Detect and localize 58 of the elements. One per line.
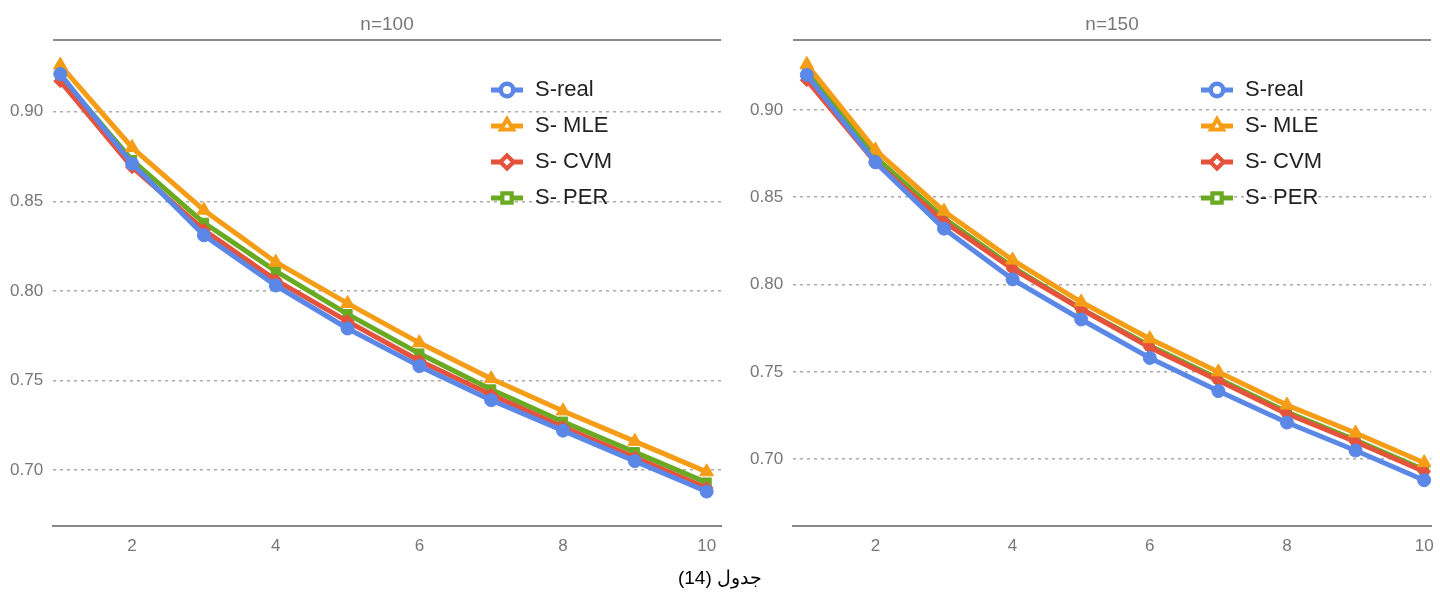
x-tick-label: 2	[127, 536, 137, 556]
x-tick-label: 10	[1414, 536, 1434, 556]
point	[1210, 363, 1226, 377]
chart-title: n=150	[1085, 12, 1139, 34]
x-tick-label: 6	[1145, 536, 1155, 556]
x-tick-label: 8	[1282, 536, 1292, 556]
x-tick-label: 6	[414, 536, 425, 556]
x-tick-label: 8	[558, 536, 568, 556]
point	[1074, 312, 1089, 327]
x-tick-label: 10	[697, 536, 717, 556]
point	[799, 55, 815, 69]
y-tick-label: 0.70	[9, 459, 44, 479]
text: جدول (14)	[676, 566, 764, 589]
y-tick-label: 0.85	[749, 186, 784, 206]
x-tick-label: 2	[870, 536, 881, 556]
point	[936, 202, 952, 216]
chart-title: n=100	[360, 12, 414, 34]
legend-label: S- CVM	[535, 148, 612, 174]
point	[1348, 443, 1363, 458]
y-tick-label: 0.90	[749, 99, 784, 119]
x-tick-label: 4	[270, 536, 281, 556]
point	[1005, 272, 1020, 287]
legend-label: S- PER	[535, 184, 609, 210]
y-tick-label: 0.85	[9, 190, 44, 210]
legend-label: S-real	[1245, 76, 1304, 102]
y-tick-label: 0.90	[9, 101, 44, 121]
point	[484, 393, 499, 408]
point	[1416, 454, 1431, 468]
y-tick-label: 0.80	[9, 280, 44, 300]
legend-label: S- CVM	[1245, 148, 1322, 174]
point	[412, 359, 427, 374]
point	[699, 463, 715, 477]
point	[1142, 350, 1157, 365]
point	[799, 67, 814, 82]
legend-label: S- MLE	[535, 112, 609, 138]
point	[1073, 293, 1089, 307]
point	[125, 156, 140, 171]
point	[627, 454, 642, 469]
legend-label: S-real	[535, 76, 594, 102]
point	[124, 139, 140, 153]
point	[1279, 415, 1294, 430]
point	[1211, 384, 1226, 399]
point	[699, 484, 714, 499]
point	[268, 278, 283, 293]
y-tick-label: 0.75	[749, 361, 784, 381]
point	[411, 334, 427, 348]
point	[483, 370, 499, 384]
y-tick-label: 0.70	[749, 448, 784, 468]
y-tick-label: 0.80	[749, 274, 784, 294]
x-tick-label: 4	[1007, 536, 1018, 556]
y-tick-label: 0.75	[9, 370, 44, 390]
legend-label: S- PER	[1245, 184, 1319, 210]
legend-label: S- MLE	[1245, 112, 1319, 138]
point	[196, 228, 211, 243]
point	[936, 221, 951, 236]
point	[1417, 473, 1431, 488]
point	[1348, 424, 1363, 438]
point	[340, 321, 355, 336]
